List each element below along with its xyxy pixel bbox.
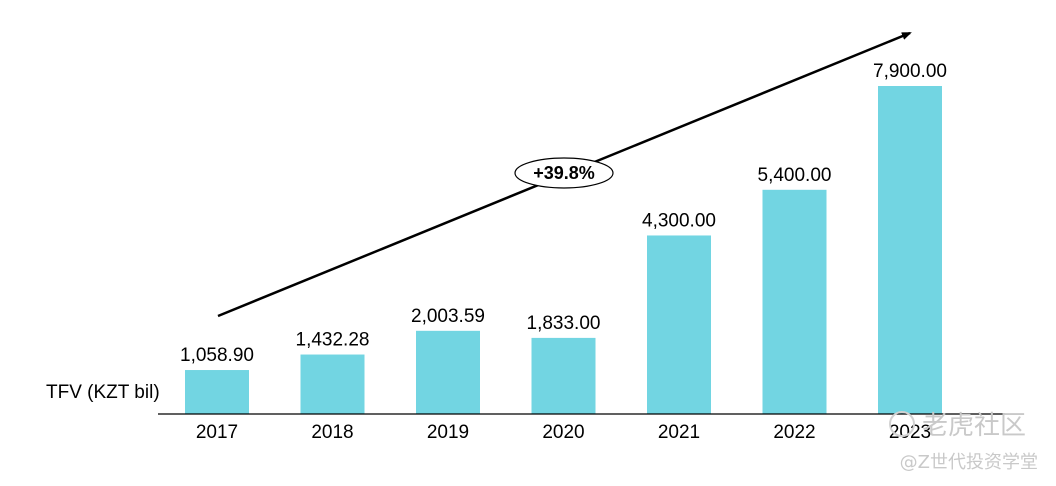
bar-2019 xyxy=(416,330,480,414)
x-tick-2022: 2022 xyxy=(773,422,815,443)
cagr-label: +39.8% xyxy=(533,163,595,183)
x-tick-2020: 2020 xyxy=(542,422,584,443)
value-label-2022: 5,400.00 xyxy=(758,165,832,186)
cagr-ellipse xyxy=(514,157,614,189)
x-tick-2019: 2019 xyxy=(427,422,469,443)
y-axis-label: TFV (KZT bil) xyxy=(46,382,160,403)
watermark: 老虎社区 @Z世代投资学堂 xyxy=(889,411,1038,473)
bars-group xyxy=(185,86,942,414)
bar-2018 xyxy=(300,354,365,414)
value-labels-group: 1,058.90 1,432.28 2,003.59 1,833.00 4,300.00… xyxy=(180,61,947,366)
bar-2020 xyxy=(531,337,596,414)
value-label-2019: 2,003.59 xyxy=(411,306,485,327)
watermark-line2: @Z世代投资学堂 xyxy=(900,452,1038,473)
value-label-2021: 4,300.00 xyxy=(642,210,716,231)
bar-2023 xyxy=(878,86,942,414)
value-label-2020: 1,833.00 xyxy=(527,313,601,334)
cagr-callout: +39.8% xyxy=(514,157,614,189)
value-label-2023: 7,900.00 xyxy=(873,61,947,82)
x-tick-2021: 2021 xyxy=(658,422,700,443)
value-label-2018: 1,432.28 xyxy=(296,330,370,351)
bar-2017 xyxy=(185,370,249,414)
watermark-line1: 老虎社区 xyxy=(922,411,1026,441)
value-label-2017: 1,058.90 xyxy=(180,345,254,366)
bar-2021 xyxy=(647,235,711,414)
bar-2022 xyxy=(762,189,827,414)
x-tick-2017: 2017 xyxy=(196,422,238,443)
watermark-logo-icon xyxy=(889,411,915,437)
x-tick-2018: 2018 xyxy=(311,422,353,443)
x-tick-labels-group: 2017 2018 2019 2020 2021 2022 2023 xyxy=(196,422,931,443)
